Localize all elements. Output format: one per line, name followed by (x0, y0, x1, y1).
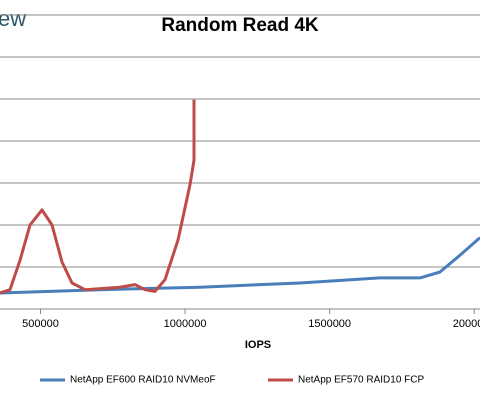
x-tick-label: 2000000 (453, 318, 480, 330)
logo-text: ew (0, 6, 26, 31)
x-axis-label: IOPS (245, 339, 271, 351)
x-tick-label: 500000 (22, 318, 59, 330)
series-line (0, 99, 196, 295)
series-line (0, 236, 480, 295)
x-tick-label: 1500000 (308, 318, 351, 330)
legend-label: NetApp EF600 RAID10 NVMeoF (70, 375, 216, 386)
legend-label: NetApp EF570 RAID10 FCP (298, 375, 424, 386)
chart-title: Random Read 4K (161, 15, 319, 36)
x-tick-label: 1000000 (164, 318, 207, 330)
